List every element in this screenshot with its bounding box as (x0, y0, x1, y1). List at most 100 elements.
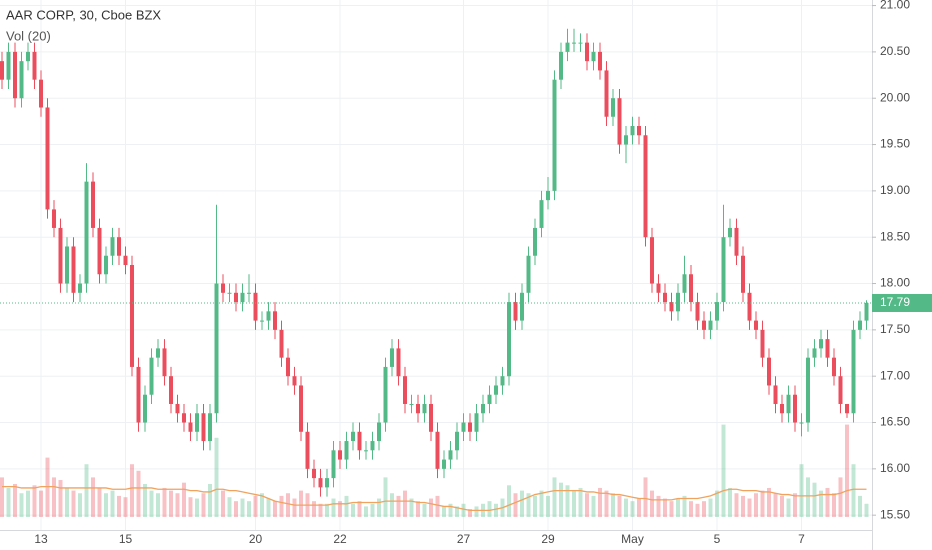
volume-bar (611, 493, 615, 517)
candle-body (585, 42, 589, 62)
candle-body (325, 478, 329, 488)
candle-body (247, 292, 251, 294)
candle-body (695, 302, 700, 321)
volume-bar (578, 487, 583, 517)
volume-bar (110, 490, 115, 517)
candle-body (559, 51, 563, 80)
candle-body (422, 403, 427, 414)
candle-body (864, 302, 869, 321)
volume-bar (0, 477, 4, 517)
candle-body (572, 42, 576, 44)
volume-bar (221, 490, 225, 517)
volume-bar (669, 501, 674, 517)
y-tick-label: 19.50 (880, 137, 910, 151)
candle-body (253, 292, 258, 321)
volume-bar (312, 501, 316, 517)
volume-bar (84, 464, 89, 517)
volume-bar (474, 506, 479, 517)
candle-body (260, 320, 264, 322)
volume-bar (812, 482, 817, 517)
candle-body (351, 431, 355, 442)
candle-body (390, 348, 394, 367)
candle-body (598, 51, 602, 71)
volume-bar (520, 490, 524, 517)
x-tick-label: 13 (34, 532, 48, 546)
candle-body (786, 394, 791, 414)
y-tick-label: 19.00 (880, 183, 910, 197)
candle-body (182, 413, 186, 423)
candle-body (663, 292, 667, 303)
volume-bar (91, 477, 95, 517)
candle-body (494, 385, 498, 395)
candle-body (546, 190, 550, 201)
candle-body (702, 320, 706, 330)
y-tick-label: 18.50 (880, 229, 910, 243)
y-tick-label: 16.50 (880, 415, 910, 429)
volume-bar (370, 503, 375, 517)
volume-bar (227, 497, 232, 517)
candle-body (773, 385, 778, 404)
x-tick-label: 15 (119, 532, 133, 546)
candle-body (377, 422, 381, 442)
candle-body (845, 403, 849, 414)
candle-body (13, 51, 17, 99)
candle-body (195, 413, 199, 432)
candle-body (305, 431, 310, 469)
volume-bar (299, 490, 303, 517)
candle-body (533, 227, 537, 256)
volume-bar (162, 487, 167, 517)
volume-bar (689, 501, 693, 517)
candle-body (45, 107, 50, 210)
x-tick-label: 27 (457, 532, 471, 546)
candle-body (819, 339, 823, 349)
candle-body (760, 329, 765, 358)
candle-body (741, 255, 745, 293)
volume-bar (643, 477, 648, 517)
volume-bar (585, 493, 589, 517)
candle-body (611, 98, 615, 117)
candle-body (858, 320, 862, 330)
volume-bar (247, 501, 251, 517)
candle-body (474, 413, 479, 432)
volume-bar (728, 487, 732, 517)
candle-body (767, 357, 771, 386)
volume-bar (6, 487, 11, 517)
volume-bar (416, 501, 420, 517)
volume-bar (695, 503, 700, 517)
candle-body (6, 51, 11, 80)
volume-bar (123, 497, 128, 517)
candles (0, 28, 872, 497)
candle-body (97, 227, 102, 275)
volume-bar (403, 490, 407, 517)
volume-bar (19, 493, 24, 517)
candle-body (279, 329, 284, 358)
volume-bar (149, 490, 154, 517)
candle-body (208, 413, 212, 442)
candle-body (175, 403, 180, 414)
candle-body (838, 376, 843, 404)
candle-body (468, 422, 472, 432)
candle-body (728, 227, 732, 238)
candle-body (669, 302, 674, 312)
candle-body (110, 237, 115, 256)
volume-bar (624, 498, 628, 517)
volume-bar (793, 493, 797, 517)
volume-bar (448, 503, 453, 517)
volume-bar (760, 490, 765, 517)
candle-body (214, 283, 219, 414)
candle-body (344, 441, 349, 460)
volume-bar (656, 495, 661, 517)
candle-body (604, 70, 609, 117)
volume-bar (169, 490, 173, 517)
y-tick-label: 17.50 (880, 322, 910, 336)
volume-bar (396, 495, 401, 517)
y-tick-label: 20.00 (880, 90, 910, 104)
candle-body (227, 292, 232, 294)
volume-bar (708, 498, 713, 517)
volume-bar (331, 498, 336, 517)
volume-bar (318, 503, 323, 517)
volume-bar (663, 498, 667, 517)
candle-body (793, 394, 797, 423)
volume-bar (357, 501, 362, 517)
